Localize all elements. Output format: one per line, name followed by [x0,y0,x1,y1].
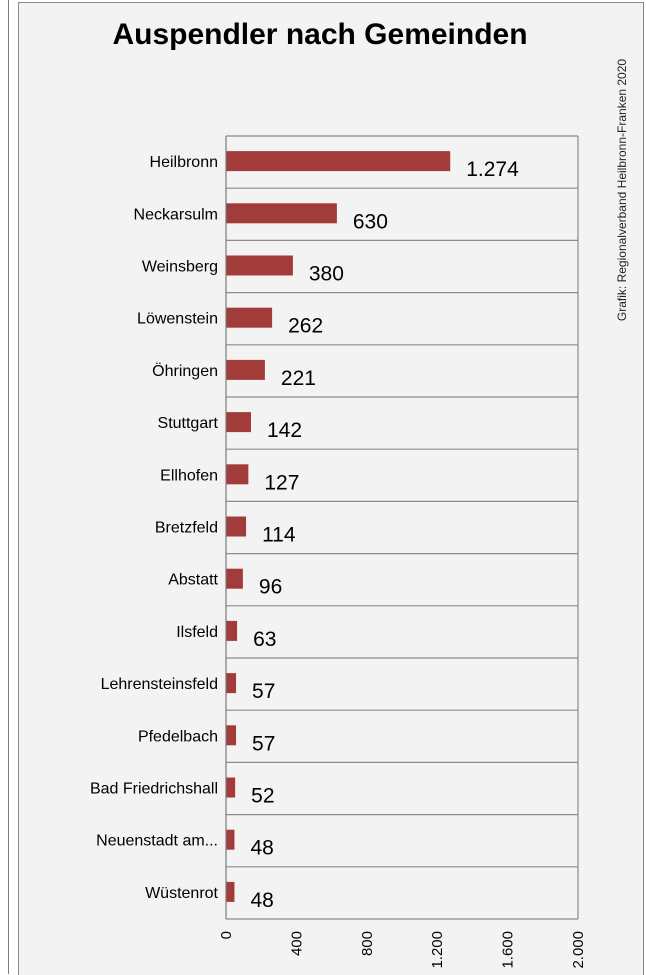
data-label: 380 [309,263,344,286]
category-label: Wüstenrot [145,885,218,902]
bar [226,829,235,850]
bar [226,516,247,537]
bar [226,412,251,433]
category-label: Abstatt [168,572,218,589]
x-tick-label: 0 [218,931,235,939]
category-label: Löwenstein [137,311,218,328]
bar [226,881,235,902]
x-tick-label: 2.000 [570,931,587,969]
bar [226,673,237,694]
bar [226,307,273,328]
data-label: 262 [288,315,323,338]
data-label: 1.274 [466,158,519,181]
category-label: Heilbronn [150,154,218,171]
data-label: 57 [252,732,275,755]
x-tick-label: 800 [359,931,376,956]
category-label: Weinsberg [142,259,218,276]
category-label: Stuttgart [158,415,219,432]
category-label: Ellhofen [160,467,218,484]
data-label: 127 [264,471,299,494]
category-label: Neckarsulm [134,206,218,223]
left-frame [0,0,9,974]
category-label: Lehrensteinsfeld [101,676,218,693]
bar [226,568,243,589]
bar [226,725,237,746]
bar [226,464,249,485]
x-tick-label: 1.200 [429,931,446,969]
category-label: Ilsfeld [176,624,218,641]
data-label: 57 [252,680,275,703]
bar [226,777,236,798]
bar [226,203,337,224]
data-label: 142 [267,419,302,442]
data-label: 114 [262,524,296,547]
data-label: 221 [281,367,316,390]
category-label: Bretzfeld [155,520,218,537]
data-label: 63 [253,628,276,651]
data-label: 52 [251,785,274,808]
category-label: Öhringen [152,362,218,380]
bar [226,620,238,641]
bar [226,255,293,276]
bar [226,359,265,380]
data-label: 96 [259,576,282,599]
chart-title: Auspendler nach Gemeinden [112,18,528,51]
category-label: Neuenstadt am... [96,833,218,850]
category-label: Bad Friedrichshall [90,781,218,798]
x-tick-label: 1.600 [500,931,517,969]
category-label: Pfedelbach [138,728,218,745]
data-label: 630 [353,210,388,233]
data-label: 48 [250,889,273,912]
x-tick-label: 400 [288,931,305,956]
data-label: 48 [250,837,273,860]
bar [226,151,451,172]
